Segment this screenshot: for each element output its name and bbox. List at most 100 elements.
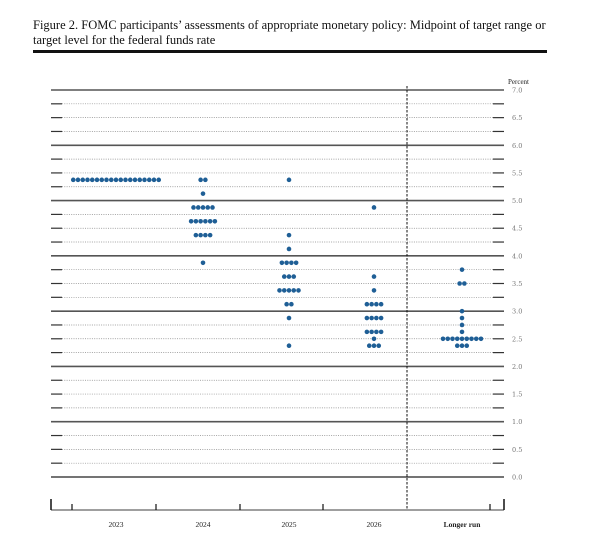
dot-2023 <box>85 177 90 183</box>
dot-2024 <box>191 205 196 210</box>
dot-2024 <box>205 205 211 210</box>
dot-longer-run <box>454 343 460 348</box>
dot-2024 <box>198 177 203 183</box>
dot-2025 <box>291 288 297 293</box>
dot-2026 <box>374 301 379 307</box>
dot-2025 <box>286 246 292 252</box>
dot-2024 <box>203 219 208 224</box>
dot-longer-run <box>462 281 467 286</box>
dot-2023 <box>123 177 128 183</box>
y-tick-label: 4.0 <box>512 252 522 260</box>
dot-2026 <box>371 343 377 348</box>
dot-2026 <box>364 301 370 307</box>
dot-2025 <box>281 288 287 293</box>
y-tick-label: 4.5 <box>512 225 522 233</box>
dot-2025 <box>277 288 282 293</box>
dot-2024 <box>198 219 203 224</box>
y-tick-label: 1.0 <box>512 418 522 426</box>
dot-longer-run <box>454 336 460 342</box>
y-tick-label: 7.0 <box>512 87 522 95</box>
dot-2024 <box>195 205 201 210</box>
dot-2025 <box>279 260 285 266</box>
y-tick-label: 5.5 <box>512 169 522 177</box>
y-tick-label: 3.0 <box>512 308 522 316</box>
dot-2024 <box>203 232 208 238</box>
dot-longer-run <box>459 322 465 328</box>
dot-2025 <box>293 260 299 266</box>
dot-longer-run <box>469 336 474 342</box>
dot-longer-run <box>459 343 465 348</box>
dot-2025 <box>286 177 292 183</box>
dot-2024 <box>203 177 208 183</box>
dot-longer-run <box>473 336 479 342</box>
dot-2026 <box>371 336 377 342</box>
dot-2023 <box>108 177 114 183</box>
x-tick-label: 2023 <box>109 520 124 529</box>
dot-2025 <box>281 274 287 279</box>
dot-2026 <box>376 343 382 348</box>
dot-2025 <box>289 260 294 266</box>
dot-2023 <box>156 177 162 183</box>
dot-2023 <box>146 177 152 183</box>
dot-2024 <box>193 219 199 224</box>
dot-2026 <box>374 329 379 335</box>
y-tick-label: 2.0 <box>512 363 522 371</box>
dot-2024 <box>212 219 218 224</box>
y-tick-label: 6.0 <box>512 142 522 150</box>
dot-2026 <box>366 343 372 348</box>
dot-2024 <box>207 219 213 224</box>
x-tick-label: Longer run <box>444 520 482 529</box>
dot-2026 <box>364 315 370 321</box>
dot-2023 <box>94 177 100 183</box>
dot-longer-run <box>450 336 455 342</box>
dot-2023 <box>151 177 157 183</box>
dot-longer-run <box>464 343 470 348</box>
dot-2023 <box>142 177 147 183</box>
dot-2023 <box>137 177 143 183</box>
dot-2023 <box>127 177 133 183</box>
dot-longer-run <box>478 336 484 342</box>
dot-longer-run <box>459 336 465 342</box>
dot-2023 <box>132 177 138 183</box>
dot-2023 <box>80 177 86 183</box>
dot-2023 <box>99 177 105 183</box>
dot-longer-run <box>459 315 465 321</box>
dot-2025 <box>286 315 292 321</box>
dot-2025 <box>286 288 292 293</box>
dot-2024 <box>200 191 206 196</box>
dot-2024 <box>188 219 194 224</box>
dot-2025 <box>286 232 292 238</box>
y-tick-label: 1.5 <box>512 391 522 399</box>
dot-longer-run <box>459 329 465 335</box>
dot-2026 <box>371 205 377 210</box>
y-axis-label: Percent <box>508 78 529 86</box>
dot-2026 <box>378 301 384 307</box>
dot-2025 <box>286 343 292 348</box>
y-tick-label: 3.5 <box>512 280 522 288</box>
dot-2024 <box>193 232 199 238</box>
dot-2026 <box>364 329 370 335</box>
dot-2025 <box>284 301 289 307</box>
dot-longer-run <box>445 336 451 342</box>
y-tick-label: 0.0 <box>512 474 522 482</box>
dot-2023 <box>104 177 109 183</box>
x-tick-label: 2024 <box>196 520 211 529</box>
dot-longer-run <box>459 267 465 272</box>
dot-2024 <box>210 205 215 210</box>
dot-2026 <box>378 315 384 321</box>
y-tick-label: 6.5 <box>512 114 522 122</box>
y-tick-label: 5.0 <box>512 197 522 205</box>
dot-2023 <box>70 177 76 183</box>
dot-2026 <box>369 301 374 307</box>
dot-2024 <box>207 232 213 238</box>
dot-2026 <box>369 329 374 335</box>
dot-2026 <box>371 274 377 279</box>
y-tick-label: 2.5 <box>512 335 522 343</box>
dot-2023 <box>113 177 119 183</box>
dot-2026 <box>374 315 379 321</box>
dot-2025 <box>296 288 301 293</box>
dot-2026 <box>369 315 374 321</box>
dot-2023 <box>75 177 81 183</box>
dot-2026 <box>371 288 377 293</box>
figure-title: Figure 2. FOMC participants’ assessments… <box>33 18 546 47</box>
